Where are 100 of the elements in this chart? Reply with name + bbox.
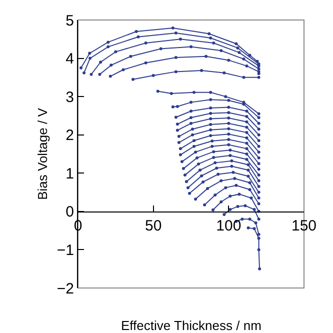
point — [209, 90, 212, 94]
point — [136, 35, 140, 38]
point — [178, 38, 182, 41]
point — [209, 117, 212, 120]
point — [182, 167, 185, 170]
point — [257, 150, 260, 154]
point — [176, 122, 179, 126]
point — [246, 168, 250, 172]
point — [159, 47, 162, 50]
point — [122, 68, 125, 72]
point — [228, 194, 232, 198]
point — [257, 68, 260, 71]
point — [194, 198, 198, 201]
point — [90, 72, 93, 76]
point — [99, 60, 102, 64]
point — [257, 116, 260, 120]
point — [228, 148, 232, 152]
point — [171, 26, 174, 30]
point — [174, 32, 178, 35]
point — [257, 218, 260, 221]
point — [227, 111, 230, 114]
point — [209, 134, 212, 138]
point — [108, 74, 112, 78]
point — [227, 116, 230, 120]
point — [238, 51, 241, 54]
point — [257, 190, 260, 194]
point — [192, 144, 196, 148]
point — [224, 95, 228, 98]
point — [245, 110, 248, 113]
y-tick-label: 0 — [66, 204, 74, 221]
line-series — [178, 138, 260, 160]
point — [203, 203, 206, 206]
point — [183, 174, 186, 177]
point — [131, 78, 134, 81]
point — [233, 177, 236, 180]
y-tick-label: 2 — [66, 127, 74, 144]
point — [174, 56, 178, 60]
line-series — [188, 170, 260, 195]
point — [190, 110, 192, 113]
point — [257, 196, 260, 200]
point — [258, 267, 262, 270]
point — [209, 36, 212, 40]
point — [248, 188, 252, 192]
point — [257, 168, 260, 171]
line-series — [174, 106, 260, 125]
point — [194, 150, 198, 154]
point — [184, 180, 188, 184]
point — [227, 106, 230, 109]
point — [129, 54, 132, 58]
point — [174, 70, 178, 74]
point — [228, 154, 232, 158]
line-series — [177, 127, 260, 148]
point — [227, 143, 230, 146]
point — [192, 139, 196, 142]
point — [88, 52, 92, 55]
point — [257, 139, 260, 142]
point — [222, 212, 226, 216]
point — [230, 164, 234, 168]
point — [202, 180, 205, 184]
point — [212, 208, 214, 212]
point — [257, 156, 260, 160]
point — [204, 54, 208, 58]
point — [191, 133, 194, 136]
point — [245, 120, 248, 124]
point — [257, 232, 260, 236]
point — [245, 64, 248, 68]
point — [106, 45, 110, 48]
x-axis-title: Effective Thickness / nm — [121, 318, 262, 333]
point — [209, 98, 212, 102]
line-series — [186, 164, 260, 190]
line-series — [176, 116, 260, 136]
point — [212, 156, 216, 159]
point — [200, 69, 204, 72]
point — [257, 174, 260, 177]
point — [209, 123, 212, 126]
point — [206, 186, 210, 190]
point — [257, 122, 260, 125]
point — [238, 192, 241, 196]
point — [144, 41, 148, 44]
point — [144, 61, 148, 64]
point — [180, 160, 184, 164]
point — [250, 196, 253, 200]
point — [245, 147, 248, 150]
y-tick-label: −1 — [56, 242, 74, 259]
point — [257, 112, 260, 116]
point — [240, 218, 244, 221]
point — [106, 40, 110, 44]
point — [110, 64, 113, 67]
point — [190, 45, 192, 48]
y-axis-title: Bias Voltage / V — [34, 108, 50, 200]
point — [212, 150, 216, 154]
point — [257, 162, 260, 166]
point — [190, 100, 192, 104]
point — [170, 92, 173, 96]
point — [252, 227, 256, 230]
point — [227, 138, 230, 141]
line-series — [176, 111, 260, 131]
point — [222, 71, 226, 74]
point — [209, 128, 212, 132]
point — [224, 186, 228, 190]
